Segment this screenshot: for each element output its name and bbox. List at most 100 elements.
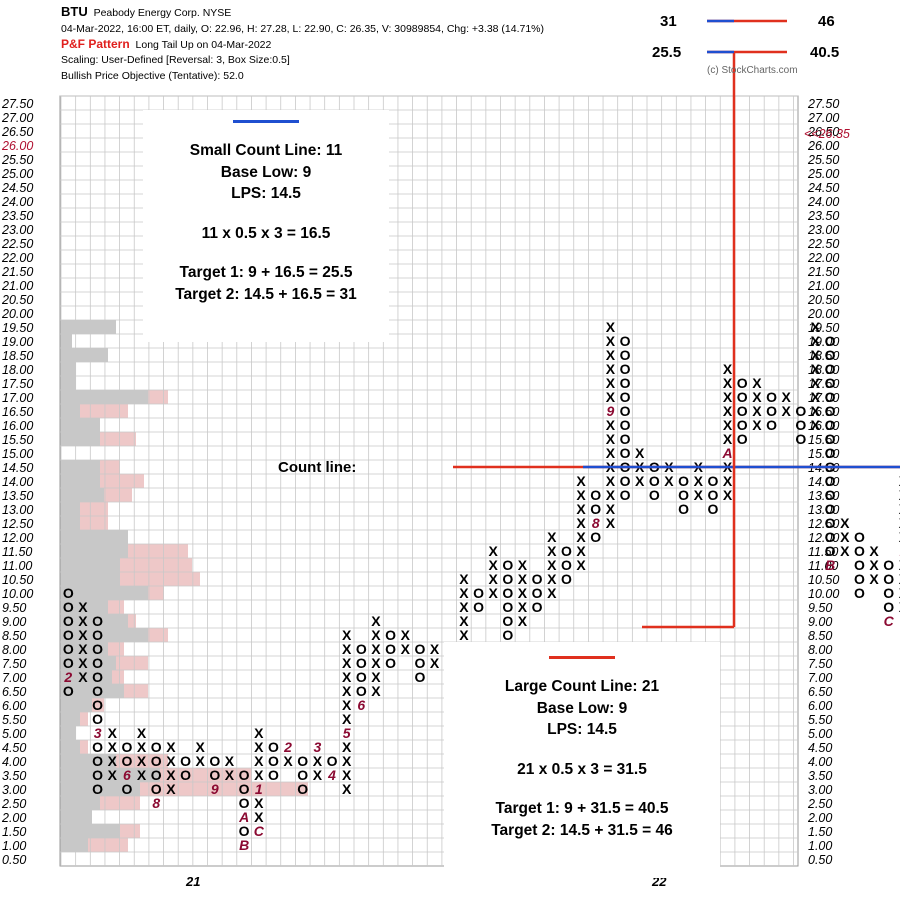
y-tick-label-left: 18.50 <box>2 349 33 363</box>
legend-red-left: 25.5 <box>652 44 682 61</box>
volume-bar-up <box>80 712 88 726</box>
x-box: X <box>811 417 821 433</box>
y-tick-label-left: 16.50 <box>2 405 33 419</box>
y-tick-label-left: 19.50 <box>2 321 33 335</box>
o-box: O <box>532 571 543 587</box>
y-tick-label-right: 13.50 <box>808 489 839 503</box>
y-tick-label-right: 17.00 <box>808 391 839 405</box>
x-box: X <box>342 683 352 699</box>
x-box: X <box>899 501 900 517</box>
volume-bar-up <box>88 838 128 852</box>
o-box: O <box>620 445 631 461</box>
x-box: X <box>108 753 118 769</box>
volume-bar-down <box>60 418 100 432</box>
o-box: O <box>121 753 132 769</box>
month-marker: 2 <box>283 739 292 755</box>
o-box: O <box>707 487 718 503</box>
o-box: O <box>92 781 103 797</box>
y-tick-label-right: 6.50 <box>808 685 832 699</box>
y-tick-label-right: 2.50 <box>807 797 832 811</box>
x-box: X <box>576 529 586 545</box>
x-box: X <box>371 627 381 643</box>
x-box: X <box>78 599 88 615</box>
x-box: X <box>869 557 879 573</box>
volume-bar-down <box>60 544 128 558</box>
y-tick-label-left: 0.50 <box>2 853 26 867</box>
volume-bar-down <box>60 502 80 516</box>
o-box: O <box>620 389 631 405</box>
y-tick-label-right: 19.50 <box>808 321 839 335</box>
volume-bar-up <box>80 740 88 754</box>
x-box: X <box>576 487 586 503</box>
x-box: X <box>459 627 469 643</box>
o-box: O <box>737 389 748 405</box>
o-box: O <box>561 571 572 587</box>
o-box: O <box>297 781 308 797</box>
x-box: X <box>342 711 352 727</box>
o-box: O <box>473 585 484 601</box>
x-box: X <box>782 403 792 419</box>
volume-bar-down <box>60 796 100 810</box>
y-tick-label-left: 14.00 <box>2 475 33 489</box>
x-box: X <box>606 501 616 517</box>
o-box: O <box>239 795 250 811</box>
o-box: O <box>766 403 777 419</box>
y-tick-label-right: 3.00 <box>808 783 832 797</box>
o-box: O <box>707 473 718 489</box>
last-price-marker: <<26.35 <box>804 127 850 141</box>
x-box: X <box>899 571 900 587</box>
y-tick-label-left: 25.00 <box>1 167 33 181</box>
o-box: O <box>121 739 132 755</box>
x-box: X <box>811 361 821 377</box>
month-marker: 5 <box>343 725 351 741</box>
volume-bar-down <box>60 320 116 334</box>
x-box: X <box>459 585 469 601</box>
o-box: O <box>883 585 894 601</box>
o-box: O <box>825 333 836 349</box>
volume-bar-down <box>60 642 108 656</box>
y-tick-label-left: 13.50 <box>2 489 33 503</box>
y-tick-label-left: 23.50 <box>1 209 33 223</box>
x-box: X <box>166 753 176 769</box>
volume-bar-up <box>100 432 136 446</box>
x-box: X <box>78 669 88 685</box>
x-box: X <box>899 529 900 545</box>
o-box: O <box>385 627 396 643</box>
o-box: O <box>737 417 748 433</box>
y-tick-label-left: 14.50 <box>2 461 33 475</box>
o-box: O <box>620 403 631 419</box>
x-box: X <box>166 739 176 755</box>
y-tick-label-right: 3.50 <box>808 769 832 783</box>
x-box: X <box>342 781 352 797</box>
volume-bar-up <box>140 782 308 796</box>
o-box: O <box>385 655 396 671</box>
o-box: O <box>327 753 338 769</box>
y-tick-label-right: 21.00 <box>807 279 839 293</box>
x-box: X <box>313 753 323 769</box>
o-box: O <box>532 585 543 601</box>
x-box: X <box>489 543 499 559</box>
y-tick-label-left: 26.00 <box>1 139 33 153</box>
x-box: X <box>635 473 645 489</box>
y-tick-label-right: 25.00 <box>807 167 839 181</box>
y-tick-label-left: 11.50 <box>2 545 32 559</box>
x-box: X <box>606 361 616 377</box>
o-box: O <box>825 529 836 545</box>
x-box: X <box>723 487 733 503</box>
x-box: X <box>664 473 674 489</box>
copyright-label: (c) StockCharts.com <box>707 65 798 76</box>
x-box: X <box>108 767 118 783</box>
volume-bar-down <box>60 754 116 768</box>
y-tick-label-left: 9.00 <box>2 615 26 629</box>
chart-header-line1: BTU Peabody Energy Corp. NYSE <box>61 4 231 19</box>
symbol-label: BTU <box>61 4 88 19</box>
y-tick-label-right: 17.50 <box>808 377 839 391</box>
o-box: O <box>63 655 74 671</box>
month-marker: 4 <box>327 767 336 783</box>
y-tick-label-left: 10.50 <box>2 573 33 587</box>
o-box: O <box>854 585 865 601</box>
volume-bar-down <box>60 740 80 754</box>
y-tick-label-left: 17.00 <box>2 391 33 405</box>
o-box: O <box>209 767 220 783</box>
o-box: O <box>92 613 103 629</box>
